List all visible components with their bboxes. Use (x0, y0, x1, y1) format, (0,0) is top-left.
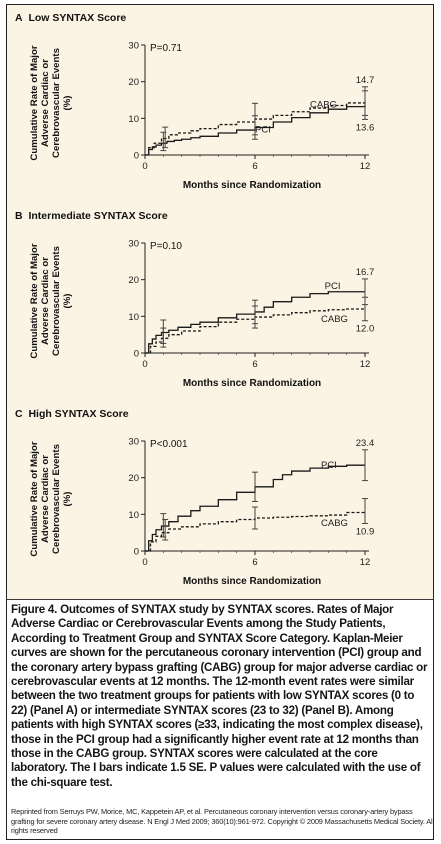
panel-a-plot: 0 10 20 30 0 6 12 PCI CABG 14.7 13.6 (128, 41, 375, 173)
panel-a-label: A (15, 12, 23, 24)
panel-c-x-tick-label: 12 (360, 557, 371, 568)
panel-c-ylabel-line: Adverse Cardiac or (40, 455, 51, 543)
panel-a-title-text: Low SYNTAX Score (28, 12, 127, 24)
panel-c-cabg-series-label: CABG (321, 518, 348, 529)
panel-a-ylabel-line: Adverse Cardiac or (40, 59, 51, 147)
panel-b-cabg-series-label: CABG (321, 314, 348, 325)
panel-a-ylabel-line: Cumulative Rate of Major (29, 45, 40, 161)
caption-label: Figure 4. (11, 603, 58, 616)
panel-c-plot: 0 10 20 30 0 6 12 PCI CABG 23.4 10.9 (128, 437, 375, 569)
panel-c-cabg-end-value: 10.9 (356, 527, 375, 538)
panel-c-ylabel-line: (%) (62, 491, 73, 507)
panel-c-x-tick-label: 0 (142, 557, 147, 568)
panel-c-pci-series-label: PCI (321, 460, 337, 471)
panel-b-label: B (15, 210, 23, 222)
panel-c-ylabel: Cumulative Rate of Major Adverse Cardiac… (29, 414, 73, 584)
panel-c-y-tick-label: 10 (128, 510, 139, 521)
panel-b-plot: 0 10 20 30 0 6 12 PCI CABG 16.7 12.0 (128, 239, 375, 371)
panel-a: 0 10 20 30 0 6 12 PCI CABG 14.7 13.6 A Low SYNTAX … (7, 5, 433, 204)
panel-a-ylabel-line: (%) (62, 95, 73, 111)
panel-c-y-tick-label: 0 (134, 547, 139, 558)
panel-b: 0 10 20 30 0 6 12 PCI CABG 16.7 12.0 B Intermediat… (7, 203, 433, 402)
panel-c-pvalue: P<0.001 (150, 439, 188, 450)
panel-c-label: C (15, 408, 23, 420)
caption-text: Outcomes of SYNTAX study by SYNTAX score… (11, 603, 428, 789)
panel-a-y-tick-label: 10 (128, 114, 139, 125)
panel-b-x-tick-label: 6 (252, 359, 257, 370)
panel-a-cabg-end-value: 14.7 (356, 75, 375, 86)
panel-c-pci-curve (145, 464, 365, 552)
panel-a-pci-curve (145, 105, 366, 156)
panel-b-pci-curve (145, 291, 365, 354)
panel-b-cabg-curve (145, 308, 365, 354)
panel-a-ylabel: Cumulative Rate of Major Adverse Cardiac… (29, 18, 73, 188)
panel-c-ylabel-line: Cerebrovascular Events (51, 444, 62, 554)
panel-a-x-tick-label: 12 (360, 161, 371, 172)
panel-a-pvalue: P=0.71 (150, 43, 182, 54)
panel-b-pci-end-value: 16.7 (356, 267, 375, 278)
panel-c-title-text: High SYNTAX Score (28, 408, 129, 420)
panel-a-y-tick-label: 30 (128, 41, 139, 52)
panel-c-cabg-curve (145, 511, 366, 552)
panel-a-ylabel-line: Cerebrovascular Events (51, 48, 62, 158)
panel-a-y-tick-label: 20 (128, 77, 139, 88)
panel-b-x-tick-label: 0 (142, 359, 147, 370)
panel-c-y-tick-label: 20 (128, 473, 139, 484)
panel-b-ylabel-line: Cerebrovascular Events (51, 246, 62, 356)
panel-c-ylabel-line: Cumulative Rate of Major (29, 441, 40, 557)
panel-b-y-tick-label: 20 (128, 275, 139, 286)
panel-a-y-tick-label: 0 (134, 151, 139, 162)
panel-b-pci-series-label: PCI (325, 281, 341, 292)
panel-b-title-text: Intermediate SYNTAX Score (28, 210, 168, 222)
panel-a-xlabel: Months since Randomization (182, 180, 322, 191)
figure-caption: Figure 4. Outcomes of SYNTAX study by SY… (11, 603, 431, 790)
panel-c-y-tick-label: 30 (128, 437, 139, 448)
panel-b-title: B Intermediate SYNTAX Score (15, 210, 168, 222)
panel-b-x-tick-label: 12 (360, 359, 371, 370)
panel-b-ylabel: Cumulative Rate of Major Adverse Cardiac… (29, 216, 73, 386)
panel-a-x-tick-label: 6 (252, 161, 257, 172)
panel-c: 0 10 20 30 0 6 12 PCI CABG 23.4 10.9 C High SYNTAX… (7, 401, 433, 600)
panel-b-ylabel-line: Adverse Cardiac or (40, 257, 51, 345)
panel-a-pci-series-label: PCI (255, 124, 271, 135)
reprint-credit: Reprinted from Serruys PW, Morice, MC, K… (11, 807, 435, 836)
panel-b-pvalue: P=0.10 (150, 241, 182, 252)
panel-c-xlabel: Months since Randomization (182, 576, 322, 587)
panel-b-xlabel: Months since Randomization (182, 378, 322, 389)
panel-a-cabg-series-label: CABG (310, 100, 337, 111)
panel-a-pci-end-value: 13.6 (356, 122, 375, 133)
panel-b-ylabel-line: Cumulative Rate of Major (29, 243, 40, 359)
panel-c-title: C High SYNTAX Score (15, 408, 129, 420)
figure-frame: 0 10 20 30 0 6 12 PCI CABG 14.7 13.6 A Low SYNTAX … (6, 4, 434, 840)
panel-b-y-tick-label: 10 (128, 312, 139, 323)
panel-b-ylabel-line: (%) (62, 293, 73, 309)
panel-a-title: A Low SYNTAX Score (15, 12, 126, 24)
panel-b-y-tick-label: 30 (128, 239, 139, 250)
panel-c-x-tick-label: 6 (252, 557, 257, 568)
panel-a-x-tick-label: 0 (142, 161, 147, 172)
panel-c-pci-end-value: 23.4 (356, 438, 375, 449)
panel-b-y-tick-label: 0 (134, 349, 139, 360)
panel-b-cabg-end-value: 12.0 (356, 324, 375, 335)
